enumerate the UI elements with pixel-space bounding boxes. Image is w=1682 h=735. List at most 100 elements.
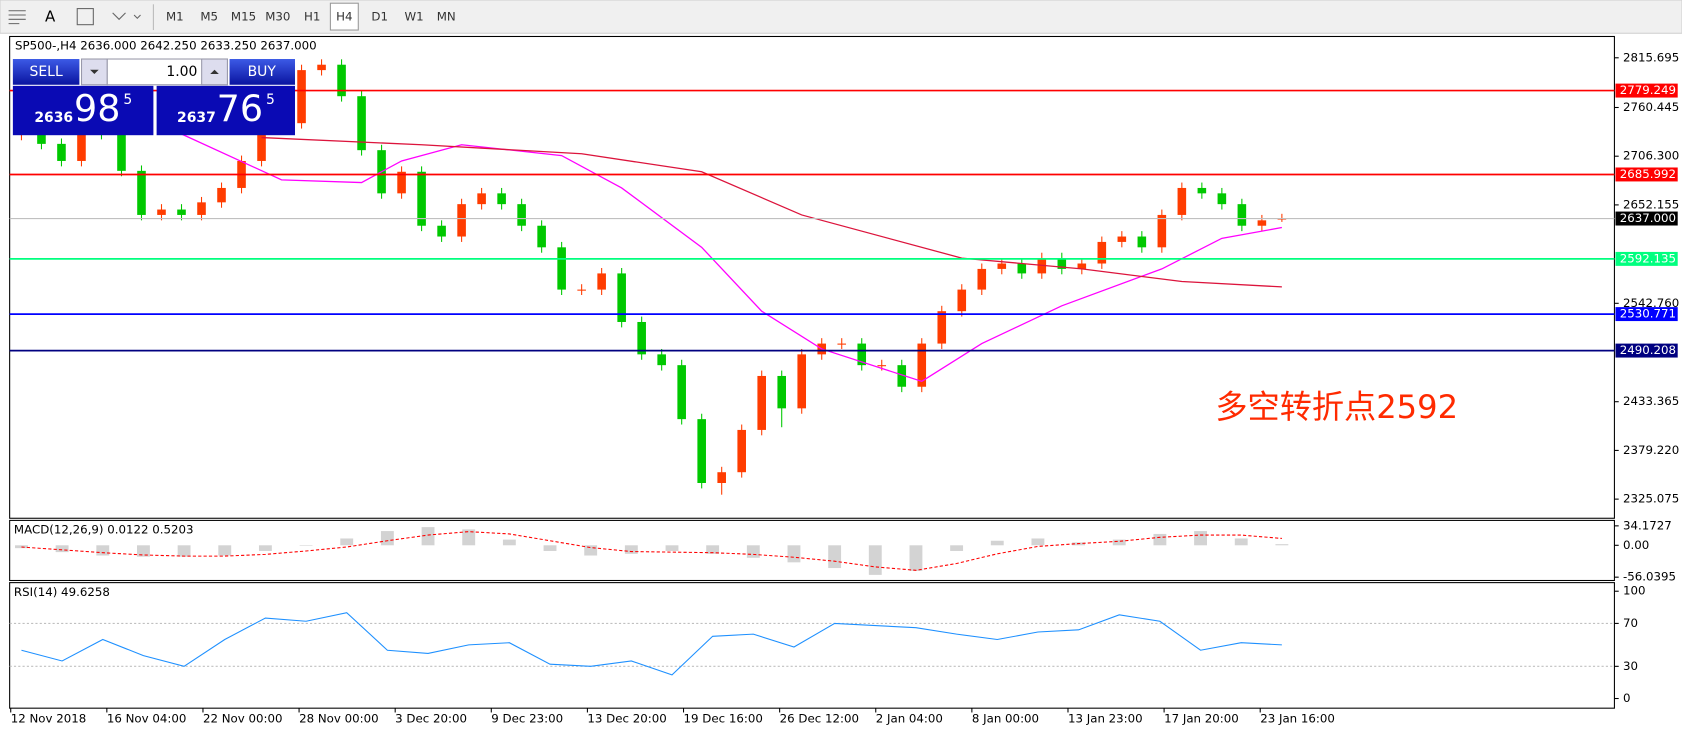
candle-body: [997, 263, 1007, 269]
candle-body: [417, 171, 426, 226]
candle-body: [1137, 236, 1147, 248]
timeframe-button[interactable]: M1: [166, 10, 184, 24]
timeframe-button[interactable]: M5: [200, 10, 218, 24]
label-tool[interactable]: [76, 8, 94, 26]
bid-head: 2636: [34, 110, 73, 126]
y-tick-label: 34.1727: [1623, 518, 1672, 532]
candle-body: [157, 209, 166, 215]
macd-bar: [868, 545, 882, 575]
ask-box[interactable]: [156, 85, 295, 136]
macd-bar: [462, 529, 476, 546]
macd-bar: [380, 531, 394, 546]
level-tag: [1615, 343, 1678, 358]
macd-title: MACD(12,26,9) 0.0122 0.5203: [14, 523, 194, 537]
ask-head: 2637: [177, 110, 216, 126]
macd-bar: [1194, 531, 1207, 546]
y-tick-label: 2542.760: [1623, 296, 1679, 310]
candle-body: [137, 170, 146, 215]
candle-body: [457, 204, 466, 237]
x-tick-label: 3 Dec 20:00: [395, 711, 467, 725]
timeframe-button[interactable]: M30: [265, 10, 290, 24]
candle-body: [177, 209, 186, 215]
candle-body: [777, 375, 787, 409]
price-panel: [9, 35, 1615, 519]
macd-bar: [706, 545, 720, 554]
timeframe-button[interactable]: M15: [231, 10, 256, 24]
y-tick-label: 70: [1623, 616, 1638, 630]
timeframe-button[interactable]: H1: [304, 10, 320, 24]
candle-body: [637, 321, 646, 355]
macd-bar: [909, 545, 923, 571]
timeframe-button[interactable]: W1: [404, 10, 423, 24]
candle-body: [977, 268, 987, 290]
arrow-up: [210, 69, 219, 75]
macd-bar: [1031, 538, 1045, 546]
text-tool[interactable]: A: [45, 8, 56, 26]
macd-bar: [787, 545, 801, 563]
x-tick-label: 22 Nov 00:00: [203, 711, 283, 725]
candle-body: [1157, 214, 1167, 248]
x-tick-label: 2 Jan 04:00: [876, 711, 943, 725]
candle-body: [1057, 258, 1067, 269]
ask-main: 76: [217, 87, 263, 130]
macd-bar: [258, 545, 272, 551]
x-tick-label: 23 Jan 16:00: [1260, 711, 1335, 725]
x-tick-label: 19 Dec 16:00: [684, 711, 763, 725]
candle-body: [37, 128, 46, 144]
macd-bar: [299, 545, 313, 546]
candle-body: [337, 64, 346, 97]
candle-body: [837, 343, 847, 345]
moving-average: [261, 136, 1282, 288]
level-label: 2637.000: [1620, 211, 1676, 225]
candle-body: [1257, 220, 1267, 226]
macd-bar: [990, 540, 1004, 546]
candle-body: [357, 96, 366, 151]
macd-bar: [340, 538, 354, 546]
level-label: 2592.135: [1620, 251, 1676, 265]
level-tag: [1615, 251, 1678, 266]
macd-bar: [136, 545, 150, 557]
y-tick-label: 2815.695: [1623, 50, 1679, 64]
y-tick-label: 2379.220: [1623, 443, 1679, 457]
y-tick-label: 30: [1623, 659, 1638, 673]
level-label: 2490.208: [1620, 343, 1676, 357]
buy-button[interactable]: [229, 59, 295, 85]
rsi-title: RSI(14) 49.6258: [14, 585, 110, 599]
candle-body: [757, 375, 766, 430]
candle-body: [517, 204, 526, 226]
toolbar-icons: A: [8, 4, 154, 31]
macd-bar: [828, 545, 842, 569]
timeframe-button[interactable]: MN: [437, 10, 456, 24]
candle-body: [1077, 263, 1087, 269]
timeframe-button[interactable]: D1: [371, 10, 388, 24]
macd-bar: [665, 545, 679, 551]
volume-up[interactable]: [201, 58, 228, 86]
toolbar: [0, 0, 1682, 34]
x-tick-label: 12 Nov 2018: [11, 711, 87, 725]
macd-bar: [96, 545, 110, 556]
sell-button[interactable]: [12, 59, 80, 85]
candle-body: [1177, 187, 1187, 215]
macd-bar: [1234, 538, 1248, 546]
candle-body: [217, 187, 226, 203]
y-tick-label: 0.00: [1623, 538, 1649, 552]
candle-body: [437, 225, 446, 237]
macd-bar: [543, 545, 557, 551]
shapes-tool[interactable]: [112, 12, 141, 21]
macd-bar: [584, 545, 598, 556]
candle-body: [1097, 241, 1107, 264]
macd-panel: [9, 519, 1615, 582]
candle-body: [577, 289, 586, 291]
rsi-line: [21, 612, 1282, 676]
macd-bar: [950, 545, 964, 551]
candle-body: [937, 311, 947, 344]
candle-body: [1237, 204, 1247, 226]
level-label: 2530.771: [1620, 307, 1676, 321]
sell-label: SELL: [30, 64, 63, 80]
timeframe-button[interactable]: H4: [336, 10, 352, 24]
macd-bar: [15, 545, 28, 549]
grip-icon[interactable]: [8, 10, 26, 25]
bid-box[interactable]: [12, 85, 154, 136]
